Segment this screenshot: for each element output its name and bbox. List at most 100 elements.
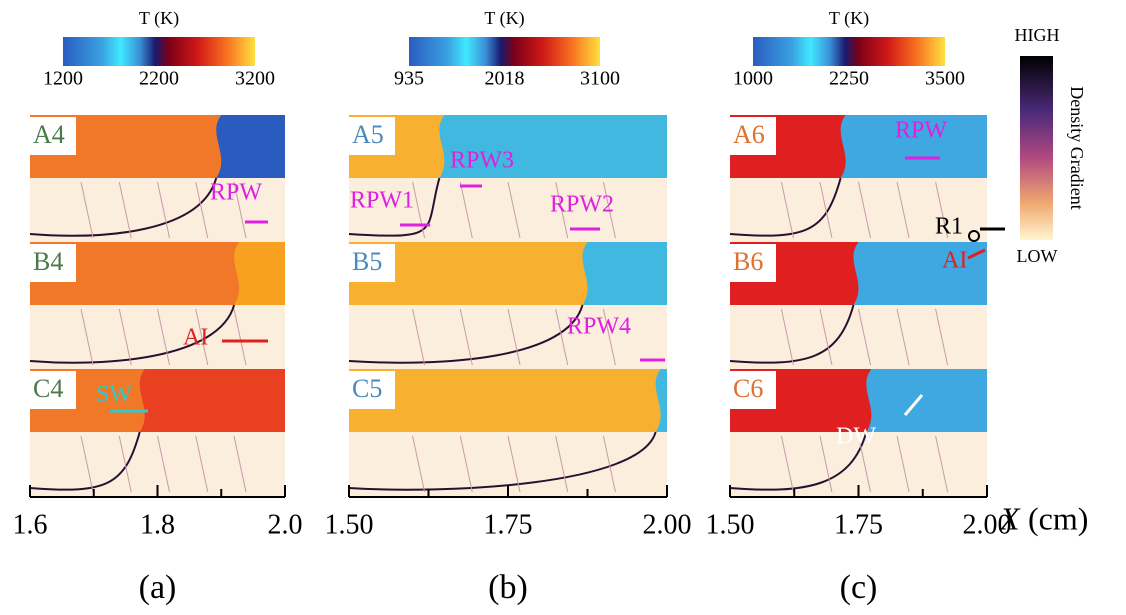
density-wave [602, 308, 616, 366]
density-wave [233, 435, 247, 493]
annotation: RPW4 [567, 314, 631, 340]
density-wave [858, 308, 871, 366]
panel-caption: (b) [488, 569, 528, 606]
x-tick-label: 2.0 [268, 509, 303, 540]
row-label-box [730, 371, 776, 409]
x-tick-label: 2.00 [643, 509, 692, 540]
panel-caption: (a) [139, 569, 177, 606]
density-wave [233, 308, 247, 366]
annotation: R1 [935, 214, 963, 240]
density-wave [80, 181, 94, 239]
density-wave [118, 181, 132, 239]
cold-region [853, 242, 987, 305]
annotation: AI [942, 248, 967, 274]
row-label-box [30, 371, 76, 409]
density-low: LOW [1017, 246, 1058, 266]
row-label: A5 [352, 120, 384, 149]
density-wave [819, 181, 833, 239]
annotation: RPW [210, 180, 262, 206]
density-wave [195, 308, 209, 366]
row-label-box [30, 244, 76, 282]
arrow [903, 394, 924, 416]
flame-front [348, 304, 584, 364]
colorbar [409, 37, 600, 66]
colorbar-tick-label: 1200 [43, 68, 83, 90]
density-wave [459, 181, 473, 239]
density-wave [412, 435, 426, 493]
density-wave [507, 308, 521, 366]
colorbar-tick-label: 2200 [139, 68, 179, 90]
density-wave [602, 435, 616, 493]
colorbar-tick-label: 3100 [580, 68, 620, 90]
flame-front [348, 177, 441, 237]
density-wave [780, 308, 794, 366]
density-wave [459, 308, 473, 366]
annotation: SW [96, 382, 132, 408]
density-wave [555, 308, 569, 366]
annotations: RPW AI SW RPW3 RPW1 RPW2 RPW4 RPW R1 AI … [96, 118, 1005, 450]
annotation: RPW2 [550, 192, 614, 218]
colorbar-tick-label: 2250 [829, 68, 869, 90]
density-wave [118, 435, 132, 493]
density-field [730, 178, 987, 242]
annotation: AI [183, 325, 208, 351]
density-wave [157, 308, 170, 366]
cold-region [216, 115, 285, 178]
colorbar-label: T (K) [139, 8, 179, 29]
panels: T (K) 1200 2200 3200 A4 B4 C4 1.6 1.8 2.0 (a) T (K)… [13, 8, 1012, 606]
colorbar-tick-label: 3500 [925, 68, 965, 90]
row-label-box [730, 117, 776, 155]
row-label-box [349, 244, 395, 282]
cold-region [866, 369, 987, 432]
density-high: HIGH [1015, 25, 1060, 45]
x-tick-label: 1.6 [13, 509, 48, 540]
density-wave [935, 435, 949, 493]
density-wave [819, 435, 833, 493]
cold-region [439, 115, 667, 178]
flame-front [729, 304, 855, 364]
density-wave [555, 435, 569, 493]
row-label: C4 [33, 374, 63, 403]
density-label: Density Gradient [1067, 86, 1087, 209]
density-wave [233, 181, 247, 239]
density-wave [80, 435, 94, 493]
density-wave [602, 181, 616, 239]
colorbar-tick-label: 2018 [485, 68, 525, 90]
density-wave [507, 181, 521, 239]
colorbar-label: T (K) [829, 8, 869, 29]
x-axis-unit: (cm) [1028, 500, 1088, 536]
density-wave [412, 308, 426, 366]
density-wave [507, 435, 521, 493]
density-wave [935, 308, 949, 366]
row-label-box [730, 244, 776, 282]
x-tick-label: 1.8 [140, 509, 175, 540]
colorbar-tick-label: 3200 [235, 68, 275, 90]
density-wave [195, 181, 209, 239]
cold-region [234, 242, 285, 305]
row-label: C5 [352, 374, 382, 403]
panel-caption: (c) [840, 569, 878, 606]
density-wave [459, 435, 473, 493]
density-colorbar [1020, 56, 1053, 240]
annotation: RPW3 [450, 148, 514, 174]
density-wave [896, 181, 910, 239]
density-wave [896, 435, 910, 493]
density-wave [555, 181, 569, 239]
density-wave [195, 435, 209, 493]
density-wave [157, 181, 170, 239]
row-label-box [30, 117, 76, 155]
density-wave [780, 181, 794, 239]
row-label: A6 [733, 120, 765, 149]
density-wave [858, 181, 871, 239]
density-wave [118, 308, 132, 366]
row-label: B6 [733, 247, 763, 276]
flame-front [729, 177, 842, 237]
cold-region [582, 242, 667, 305]
marker [968, 230, 980, 242]
colorbar [753, 37, 945, 66]
cold-region [655, 369, 667, 432]
density-field [30, 178, 285, 242]
density-field [730, 305, 987, 369]
colorbar [63, 37, 255, 66]
